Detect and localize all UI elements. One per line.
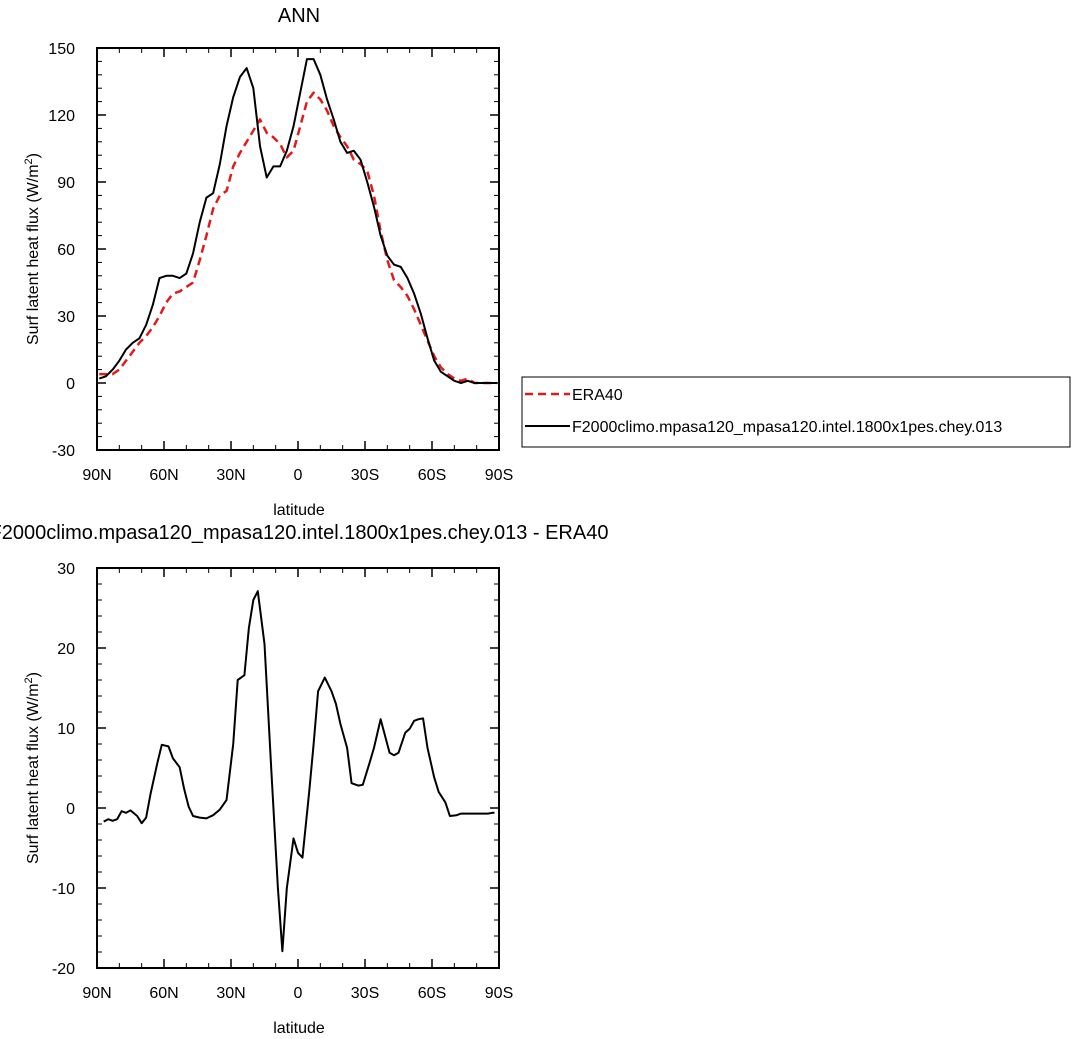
- bottom-xtick-label: 30S: [351, 985, 379, 1002]
- bottom-chart-title: F2000climo.mpasa120_mpasa120.intel.1800x…: [0, 522, 608, 544]
- bottom-ytick-label: 20: [57, 641, 75, 658]
- bottom-xtick-label: 30N: [216, 985, 245, 1002]
- top-chart-xlabel: latitude: [273, 502, 325, 519]
- legend-box: [521, 376, 1071, 448]
- bottom-xtick-label: 60N: [149, 985, 178, 1002]
- top-xtick-label: 30S: [351, 467, 379, 484]
- top-xtick-label: 60N: [149, 467, 178, 484]
- legend: ERA40 F2000climo.mpasa120_mpasa120.intel…: [521, 376, 1071, 448]
- top-xtick-label: 90N: [82, 467, 111, 484]
- top-ytick-label: 150: [48, 41, 75, 58]
- top-ylabel-sup: 2: [23, 158, 35, 164]
- top-chart-title: ANN: [278, 5, 320, 27]
- bottom-xtick-label: 90S: [485, 985, 513, 1002]
- bottom-ylabel-main: Surf latent heat flux (W/m: [25, 683, 42, 864]
- bottom-ytick-label: 10: [57, 721, 75, 738]
- bottom-xtick-label: 60S: [418, 985, 446, 1002]
- top-ytick-label: 30: [57, 309, 75, 326]
- bottom-ytick-label: 0: [66, 801, 75, 818]
- top-chart-ylabel: Surf latent heat flux (W/m2): [23, 153, 42, 345]
- bottom-ytick-label: 30: [57, 561, 75, 578]
- bottom-chart-panel: F2000climo.mpasa120_mpasa120.intel.1800x…: [0, 522, 608, 1037]
- bottom-chart-xlabel: latitude: [273, 1020, 325, 1037]
- top-xtick-label: 60S: [418, 467, 446, 484]
- top-xtick-label: 90S: [485, 467, 513, 484]
- top-xtick-label: 30N: [216, 467, 245, 484]
- legend-label-model: F2000climo.mpasa120_mpasa120.intel.1800x…: [572, 419, 1002, 436]
- top-chart-axes: -30 0 30 60 90 120 150 90N 60N 30N 0 30S 60S 90S: [48, 41, 513, 484]
- top-ytick-label: -30: [52, 443, 75, 460]
- bottom-ytick-label: -10: [52, 881, 75, 898]
- bottom-plot-frame: [96, 567, 500, 969]
- bottom-ytick-label: -20: [52, 961, 75, 978]
- bottom-chart-ylabel: Surf latent heat flux (W/m2): [23, 672, 42, 864]
- top-ytick-label: 120: [48, 108, 75, 125]
- top-series-line-0: [99, 91, 497, 385]
- legend-label-era40: ERA40: [572, 387, 623, 404]
- top-ytick-label: 0: [66, 376, 75, 393]
- bottom-xtick-label: 90N: [82, 985, 111, 1002]
- top-ylabel-tail: ): [25, 153, 42, 158]
- top-ytick-label: 60: [57, 242, 75, 259]
- bottom-ylabel-tail: ): [25, 672, 42, 677]
- bottom-chart-axes: -20 -10 0 10 20 30 90N 60N 30N 0 30S 60S 90S: [52, 561, 513, 1002]
- bottom-ylabel-sup: 2: [23, 677, 35, 683]
- top-series-line-1: [98, 58, 497, 384]
- top-ytick-label: 90: [57, 175, 75, 192]
- top-xtick-label: 0: [294, 467, 303, 484]
- bottom-xtick-label: 0: [294, 985, 303, 1002]
- top-ylabel-main: Surf latent heat flux (W/m: [25, 164, 42, 345]
- bottom-series-line-0: [103, 590, 495, 953]
